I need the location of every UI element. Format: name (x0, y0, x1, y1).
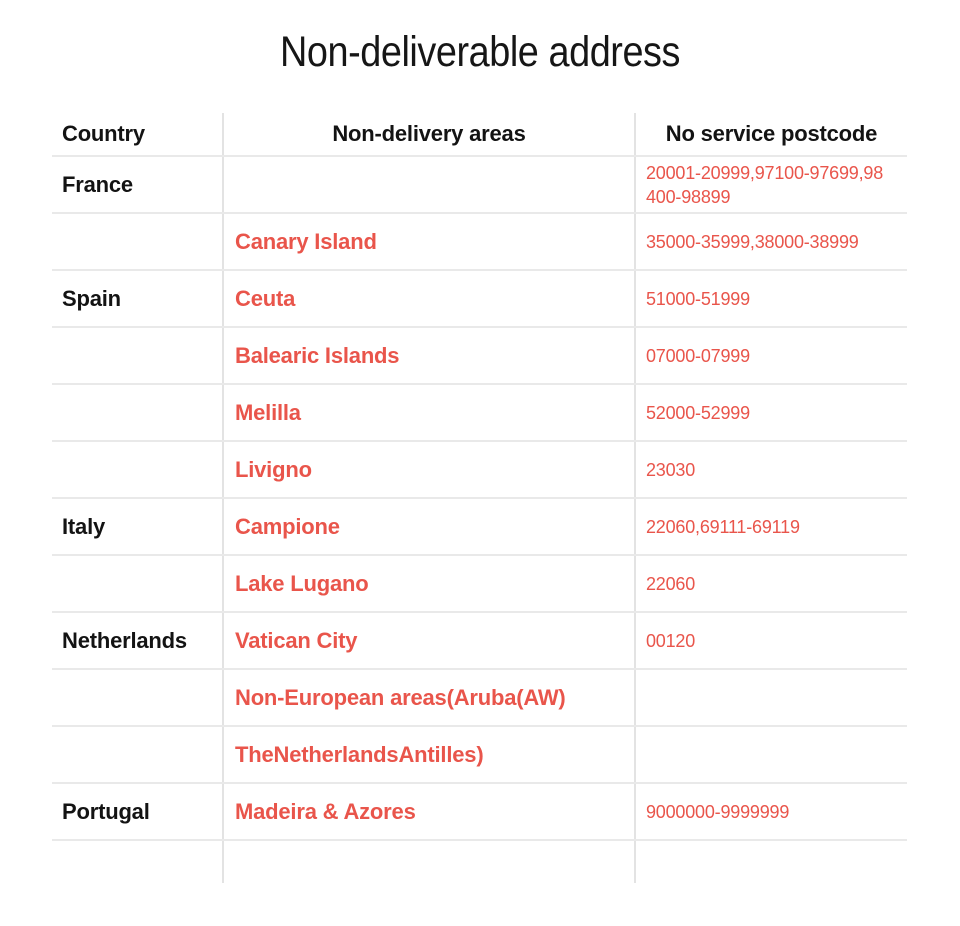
table-row-melilla: Melilla 52000-52999 (52, 385, 907, 442)
table-row-ceuta: Spain Ceuta 51000-51999 (52, 271, 907, 328)
header-no-service-postcode: No service postcode (634, 113, 907, 155)
postcode-label: 00120 (646, 630, 696, 651)
area-cell: Ceuta (222, 271, 634, 326)
area-cell: Livigno (222, 442, 634, 497)
postcode-label: 23030 (646, 459, 696, 480)
country-cell: Netherlands (52, 613, 222, 668)
table-row-non-european-areas: Non-European areas(Aruba(AW) (52, 670, 907, 727)
header-non-delivery-areas: Non-delivery areas (222, 113, 634, 155)
area-label: Ceuta (235, 285, 296, 311)
postcode-cell: 07000-07999 (634, 328, 907, 383)
table-row-balearic-islands: Balearic Islands 07000-07999 (52, 328, 907, 385)
area-label: Canary Island (235, 228, 377, 254)
country-label: Italy (62, 513, 106, 539)
postcode-cell: 20001-20999,97100-97699,98400-98899 (634, 157, 907, 212)
area-cell: Campione (222, 499, 634, 554)
non-deliverable-table: Country Non-delivery areas No service po… (52, 113, 907, 883)
table-row-vatican-city: Netherlands Vatican City 00120 (52, 613, 907, 670)
postcode-cell: 22060,69111-69119 (634, 499, 907, 554)
country-cell: Italy (52, 499, 222, 554)
country-cell (52, 385, 222, 440)
table-row-canary-island: Canary Island 35000-35999,38000-38999 (52, 214, 907, 271)
country-cell (52, 670, 222, 725)
area-cell: Balearic Islands (222, 328, 634, 383)
country-label: Netherlands (62, 627, 187, 653)
postcode-cell (634, 841, 907, 883)
country-cell (52, 442, 222, 497)
area-label: Lake Lugano (235, 570, 369, 596)
postcode-cell: 00120 (634, 613, 907, 668)
area-label: TheNetherlandsAntilles) (235, 741, 484, 767)
area-cell: Canary Island (222, 214, 634, 269)
country-cell (52, 841, 222, 883)
area-label: Balearic Islands (235, 342, 400, 368)
postcode-cell: 35000-35999,38000-38999 (634, 214, 907, 269)
table-row-lake-lugano: Lake Lugano 22060 (52, 556, 907, 613)
postcode-label: 9000000-9999999 (646, 801, 790, 822)
country-cell (52, 328, 222, 383)
postcode-label: 52000-52999 (646, 402, 750, 423)
table-row-campione: Italy Campione 22060,69111-69119 (52, 499, 907, 556)
country-cell: Portugal (52, 784, 222, 839)
postcode-label: 51000-51999 (646, 288, 750, 309)
table-row-france: France 20001-20999,97100-97699,98400-988… (52, 157, 907, 214)
table-row-madeira-azores: Portugal Madeira & Azores 9000000-999999… (52, 784, 907, 841)
country-cell (52, 214, 222, 269)
postcode-label: 22060,69111-69119 (646, 516, 800, 537)
country-cell (52, 556, 222, 611)
country-cell (52, 727, 222, 782)
postcode-label: 20001-20999,97100-97699,98400-98899 (646, 162, 884, 207)
postcode-label: 35000-35999,38000-38999 (646, 231, 859, 252)
country-label: Spain (62, 285, 121, 311)
area-label: Melilla (235, 399, 301, 425)
country-label: Portugal (62, 798, 150, 824)
table-row-netherlands-antilles: TheNetherlandsAntilles) (52, 727, 907, 784)
table-row-empty (52, 841, 907, 883)
area-label: Non-European areas(Aruba(AW) (235, 684, 566, 710)
area-cell: Non-European areas(Aruba(AW) (222, 670, 634, 725)
postcode-label: 22060 (646, 573, 696, 594)
area-cell: Melilla (222, 385, 634, 440)
postcode-cell: 23030 (634, 442, 907, 497)
country-cell: France (52, 157, 222, 212)
postcode-cell (634, 727, 907, 782)
area-cell: Madeira & Azores (222, 784, 634, 839)
area-label: Vatican City (235, 627, 358, 653)
area-cell: Vatican City (222, 613, 634, 668)
area-label: Livigno (235, 456, 312, 482)
page-title: Non-deliverable address (279, 28, 681, 76)
header-country: Country (62, 121, 145, 146)
postcode-label: 07000-07999 (646, 345, 750, 366)
postcode-cell (634, 670, 907, 725)
area-cell (222, 841, 634, 883)
postcode-cell: 52000-52999 (634, 385, 907, 440)
area-label: Madeira & Azores (235, 798, 416, 824)
table-header-row: Country Non-delivery areas No service po… (52, 113, 907, 157)
country-label: France (62, 171, 133, 197)
postcode-cell: 9000000-9999999 (634, 784, 907, 839)
country-cell: Spain (52, 271, 222, 326)
area-cell: TheNetherlandsAntilles) (222, 727, 634, 782)
postcode-cell: 22060 (634, 556, 907, 611)
area-cell: Lake Lugano (222, 556, 634, 611)
area-label: Campione (235, 513, 340, 539)
area-cell (222, 157, 634, 212)
table-row-livigno: Livigno 23030 (52, 442, 907, 499)
postcode-cell: 51000-51999 (634, 271, 907, 326)
